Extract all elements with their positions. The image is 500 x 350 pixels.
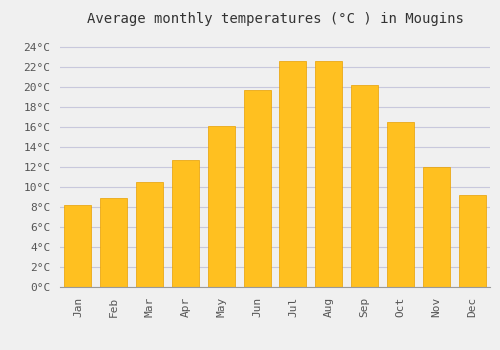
Bar [458, 195, 485, 287]
Bar [136, 182, 163, 287]
Bar [351, 85, 378, 287]
Bar [316, 61, 342, 287]
Bar [172, 160, 199, 287]
Bar [64, 205, 92, 287]
Bar [387, 122, 414, 287]
Bar [280, 61, 306, 287]
Bar [423, 167, 450, 287]
Title: Average monthly temperatures (°C ) in Mougins: Average monthly temperatures (°C ) in Mo… [86, 12, 464, 26]
Bar [208, 126, 234, 287]
Bar [100, 198, 127, 287]
Bar [244, 90, 270, 287]
